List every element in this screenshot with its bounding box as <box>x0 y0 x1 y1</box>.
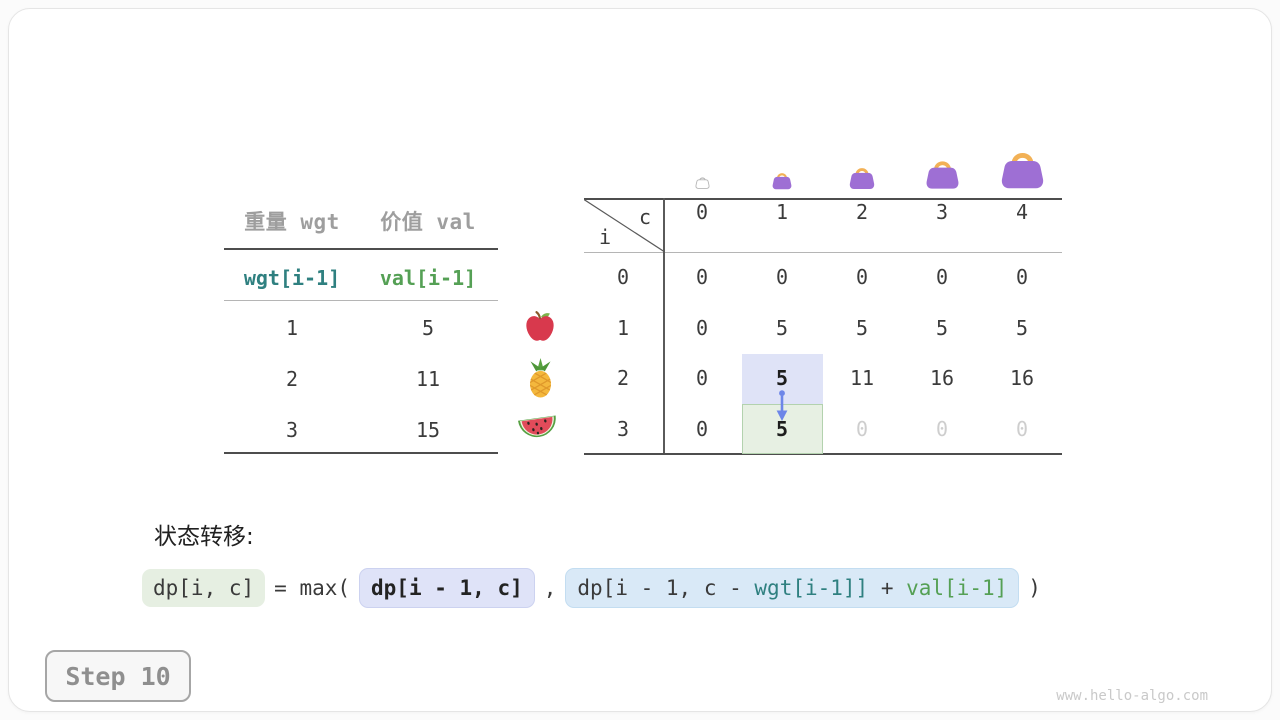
corner-diagonal-line <box>584 199 664 252</box>
items-header-weight: 重量 wgt <box>244 210 340 234</box>
formula-operator: = max( <box>274 576 351 600</box>
dp-table-rule-bottom <box>584 453 1062 455</box>
items-index-wgt: wgt[i-1] <box>243 266 341 290</box>
items-index-val: val[i-1] <box>379 266 477 290</box>
formula-section-label: 状态转移: <box>154 524 254 550</box>
dp-row-headers: 0 1 2 3 <box>584 252 662 454</box>
formula-lhs-chip: dp[i, c] <box>142 569 266 607</box>
item-2-weight: 2 <box>285 367 299 391</box>
dp-row-header: 0 <box>616 265 630 290</box>
dp-corner-row-var: i <box>599 225 612 249</box>
items-header-value: 价值 val <box>380 210 476 234</box>
item-3-weight: 3 <box>285 418 299 442</box>
bag-xlarge-icon <box>999 146 1046 190</box>
dp-col-header: 0 <box>695 200 709 224</box>
dp-cell: 0 <box>855 416 869 441</box>
item-1-value: 5 <box>421 316 435 340</box>
dp-corner-col-var: c <box>639 205 652 229</box>
dp-table-vrule <box>663 198 665 454</box>
dp-cell: 5 <box>1015 315 1029 340</box>
dp-cell-current: 5 <box>775 416 789 441</box>
dp-cell: 0 <box>1015 416 1029 441</box>
dp-cell: 0 <box>935 416 949 441</box>
dp-cell: 0 <box>695 416 709 441</box>
formula-arg2-chip: dp[i - 1, c - wgt[i-1]] + val[i-1] <box>565 568 1020 608</box>
formula-arg2-val: val[i-1] <box>906 576 1008 600</box>
dp-cell: 5 <box>935 315 949 340</box>
items-table-rule-mid <box>224 300 498 301</box>
watermark: www.hello-algo.com <box>1056 688 1208 704</box>
bag-large-icon <box>924 156 961 190</box>
apple-icon <box>523 310 557 344</box>
dp-cell: 5 <box>855 315 869 340</box>
dp-cell: 16 <box>1009 366 1035 391</box>
state-transition-formula: dp[i, c] = max( dp[i - 1, c] , dp[i - 1,… <box>142 568 1041 608</box>
dp-cell: 0 <box>1015 265 1029 290</box>
formula-arg2-plus: + <box>868 576 907 600</box>
dp-cell: 0 <box>775 265 789 290</box>
dp-corner-cell: c i <box>584 199 664 252</box>
formula-separator: , <box>543 576 557 600</box>
item-3-value: 15 <box>415 418 441 442</box>
dp-cell: 0 <box>855 265 869 290</box>
dp-col-header: 3 <box>935 200 949 224</box>
bag-small-icon <box>771 170 793 190</box>
dp-table-rule-top <box>584 198 1062 200</box>
dp-cell: 0 <box>695 366 709 391</box>
dp-col-header: 4 <box>1015 200 1029 224</box>
dp-col-header: 2 <box>855 200 869 224</box>
dp-table-rule-header <box>584 252 1062 253</box>
step-badge-label: Step 10 <box>65 661 171 691</box>
canvas-card: 重量 wgt 价值 val wgt[i-1] val[i-1] 1 5 2 11… <box>8 8 1272 712</box>
formula-arg2-prefix: dp[i - 1, c - <box>577 576 755 600</box>
watermelon-icon <box>516 410 559 442</box>
dp-cell: 0 <box>935 265 949 290</box>
dp-cell: 0 <box>695 265 709 290</box>
formula-arg1-chip: dp[i - 1, c] <box>359 568 535 608</box>
dp-row-header: 1 <box>616 315 630 340</box>
dp-cell: 5 <box>775 315 789 340</box>
dp-col-headers: 0 1 2 3 4 <box>662 200 1062 251</box>
bag-outline-icon <box>695 175 710 189</box>
item-1-weight: 1 <box>285 316 299 340</box>
dp-cell: 16 <box>929 366 955 391</box>
dp-row-header: 3 <box>616 416 630 441</box>
dp-cell-source: 5 <box>775 366 789 391</box>
formula-arg2-wgt: wgt[i-1]] <box>754 576 869 600</box>
dp-cell: 11 <box>849 366 875 391</box>
dp-row-header: 2 <box>616 366 630 391</box>
transition-arrow-icon <box>775 390 789 422</box>
dp-cells: 0 0 0 0 0 0 5 5 5 5 0 5 11 16 16 0 5 0 0… <box>662 252 1062 454</box>
pineapple-icon <box>526 358 555 398</box>
step-badge: Step 10 <box>45 650 191 702</box>
dp-cell: 0 <box>695 315 709 340</box>
items-table-rule-bottom <box>224 452 498 454</box>
dp-col-header: 1 <box>775 200 789 224</box>
item-2-value: 11 <box>415 367 441 391</box>
items-table-rule-top <box>224 248 498 250</box>
formula-closing: ) <box>1028 576 1041 600</box>
bag-medium-icon <box>848 164 876 190</box>
